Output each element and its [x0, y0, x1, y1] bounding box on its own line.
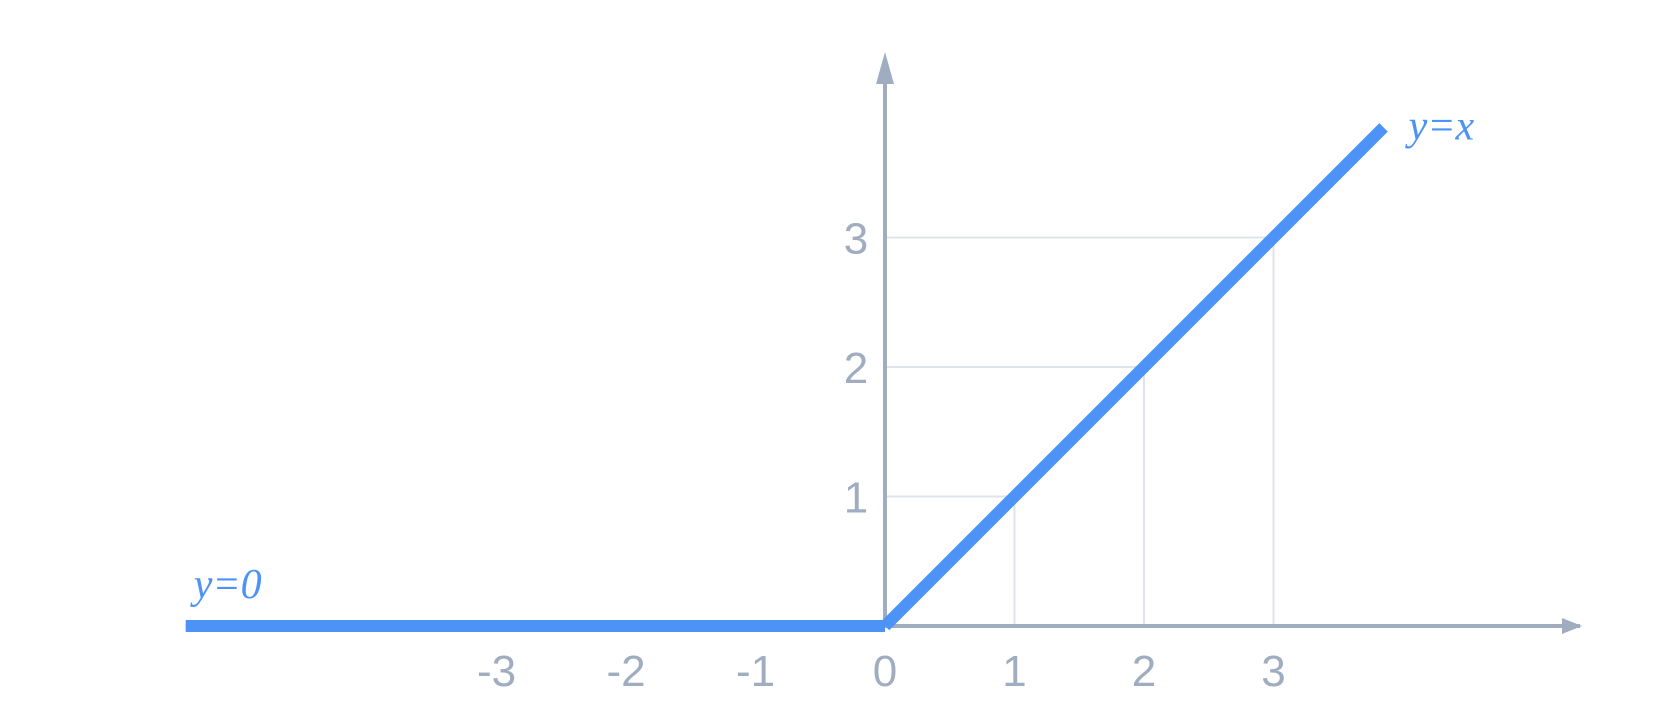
- function-label-1: y=0: [190, 562, 262, 608]
- x-tick-label: -2: [606, 647, 645, 696]
- y-axis-arrow: [876, 52, 894, 84]
- y-tick-label: 1: [844, 474, 868, 523]
- x-tick-label: 3: [1261, 647, 1285, 696]
- y-tick-label: 3: [844, 215, 868, 264]
- tick-labels: -3 -2 -1 0 1 2 3 1 2 3: [477, 215, 1286, 697]
- x-tick-label: 2: [1132, 647, 1156, 696]
- x-tick-label: -3: [477, 647, 516, 696]
- y-tick-label: 2: [844, 344, 868, 393]
- function-labels: y=0 y=x: [190, 103, 1475, 608]
- x-tick-label: -1: [736, 647, 775, 696]
- function-label-2: y=x: [1405, 103, 1475, 149]
- x-tick-label: 0: [873, 647, 897, 696]
- series-line-2: [880, 123, 1388, 631]
- series-lines: [185, 123, 1388, 632]
- x-tick-label: 1: [1002, 647, 1026, 696]
- grid-lines: [885, 236, 1275, 626]
